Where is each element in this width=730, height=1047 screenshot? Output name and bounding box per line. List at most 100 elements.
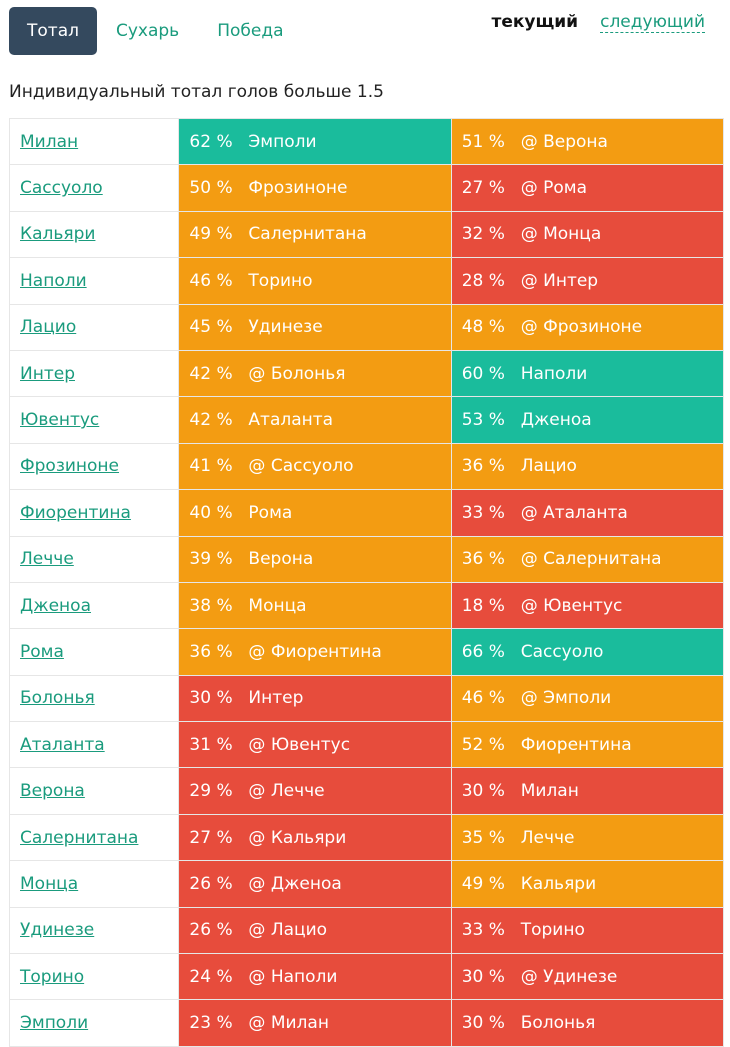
team-cell: Болонья (8, 674, 180, 723)
team-link[interactable]: Милан (20, 131, 79, 152)
current-match-cell: 41 % @ Сассуоло (178, 442, 452, 491)
probability-value: 60 % (461, 363, 505, 384)
opponent-name: @ Монца (520, 224, 602, 245)
table-row: Монца 26 % @ Дженоа 49 % Кальяри (8, 860, 725, 908)
stats-table: Милан 62 % Эмполи 51 % @ Верона Сассуоло 50 % Ф… (8, 117, 725, 1047)
team-link[interactable]: Кальяри (20, 224, 96, 245)
probability-value: 51 % (461, 131, 505, 152)
team-link[interactable]: Верона (20, 781, 85, 802)
team-link[interactable]: Сассуоло (20, 178, 103, 199)
table-row: Торино 24 % @ Наполи 30 % @ Удинезе (8, 953, 725, 1001)
next-match-cell: 30 % Милан (450, 767, 725, 815)
tab-win[interactable]: Победа (217, 21, 284, 41)
current-match-cell: 62 % Эмполи (178, 117, 452, 166)
team-cell: Дженоа (8, 581, 180, 630)
probability-value: 26 % (189, 873, 233, 894)
current-match-cell: 50 % Фрозиноне (178, 164, 452, 212)
team-cell: Рома (8, 628, 180, 676)
table-row: Милан 62 % Эмполи 51 % @ Верона (8, 117, 725, 166)
tab-clean-sheet[interactable]: Сухарь (115, 21, 180, 41)
team-cell: Салернитана (8, 813, 180, 862)
team-link[interactable]: Болонья (20, 688, 95, 709)
opponent-name: @ Кальяри (248, 827, 347, 848)
probability-value: 66 % (461, 641, 505, 662)
team-link[interactable]: Удинезе (20, 920, 95, 941)
probability-value: 36 % (461, 549, 505, 570)
team-link[interactable]: Фиорентина (20, 502, 131, 523)
opponent-name: Лацио (520, 456, 577, 477)
team-link[interactable]: Лацио (20, 317, 77, 338)
opponent-name: @ Рома (520, 178, 588, 199)
current-match-cell: 49 % Салернитана (178, 210, 452, 259)
opponent-name: @ Аталанта (520, 502, 628, 523)
probability-value: 36 % (461, 456, 505, 477)
period-current[interactable]: текущий (491, 12, 579, 32)
opponent-name: Торино (520, 920, 585, 941)
table-row: Интер 42 % @ Болонья 60 % Наполи (8, 349, 725, 398)
team-link[interactable]: Фрозиноне (20, 456, 120, 477)
opponent-name: @ Сассуоло (248, 456, 354, 477)
team-link[interactable]: Эмполи (20, 1013, 89, 1034)
team-link[interactable]: Интер (20, 363, 75, 384)
page-title: Индивидуальный тотал голов больше 1.5 (9, 82, 384, 102)
current-match-cell: 29 % @ Лечче (178, 767, 452, 815)
current-match-cell: 24 % @ Наполи (178, 953, 452, 1001)
team-link[interactable]: Торино (20, 966, 85, 987)
tab-total[interactable]: Тотал (9, 7, 97, 55)
next-match-cell: 32 % @ Монца (450, 210, 725, 259)
next-match-cell: 35 % Лечче (450, 813, 725, 862)
team-link[interactable]: Лечче (20, 549, 74, 570)
team-link[interactable]: Аталанта (20, 734, 105, 755)
probability-value: 46 % (189, 270, 233, 291)
probability-value: 48 % (461, 317, 505, 338)
team-cell: Кальяри (8, 210, 180, 259)
team-cell: Лечче (8, 535, 180, 583)
probability-value: 40 % (189, 502, 233, 523)
opponent-name: @ Эмполи (520, 688, 612, 709)
team-cell: Торино (8, 953, 180, 1001)
probability-value: 27 % (189, 827, 233, 848)
next-match-cell: 30 % @ Удинезе (450, 953, 725, 1001)
team-link[interactable]: Наполи (20, 270, 87, 291)
team-link[interactable]: Дженоа (20, 595, 91, 616)
team-cell: Эмполи (8, 999, 180, 1047)
team-link[interactable]: Рома (20, 641, 64, 662)
probability-value: 33 % (461, 920, 505, 941)
table-row: Рома 36 % @ Фиорентина 66 % Сассуоло (8, 628, 725, 676)
probability-value: 32 % (461, 224, 505, 245)
current-match-cell: 45 % Удинезе (178, 303, 452, 351)
current-match-cell: 42 % @ Болонья (178, 349, 452, 398)
probability-value: 49 % (189, 224, 233, 245)
team-cell: Милан (8, 117, 180, 166)
next-match-cell: 33 % Торино (450, 906, 725, 955)
team-cell: Ювентус (8, 396, 180, 444)
stat-tabs: Тотал Сухарь Победа (9, 7, 303, 55)
team-link[interactable]: Монца (20, 873, 79, 894)
table-row: Верона 29 % @ Лечче 30 % Милан (8, 767, 725, 815)
team-link[interactable]: Салернитана (20, 827, 139, 848)
period-next[interactable]: следующий (600, 12, 705, 33)
next-match-cell: 49 % Кальяри (450, 860, 725, 908)
team-cell: Фиорентина (8, 489, 180, 537)
probability-value: 46 % (461, 688, 505, 709)
probability-value: 62 % (189, 131, 233, 152)
next-match-cell: 60 % Наполи (450, 349, 725, 398)
opponent-name: Сассуоло (520, 641, 604, 662)
table-row: Ювентус 42 % Аталанта 53 % Дженоа (8, 396, 725, 444)
probability-value: 30 % (461, 1013, 505, 1034)
probability-value: 42 % (189, 410, 233, 431)
next-match-cell: 48 % @ Фрозиноне (450, 303, 725, 351)
current-match-cell: 42 % Аталанта (178, 396, 452, 444)
team-link[interactable]: Ювентус (20, 410, 100, 431)
probability-value: 42 % (189, 363, 233, 384)
opponent-name: @ Милан (248, 1013, 329, 1034)
probability-value: 29 % (189, 781, 233, 802)
probability-value: 33 % (461, 502, 505, 523)
team-cell: Фрозиноне (8, 442, 180, 491)
probability-value: 24 % (189, 966, 233, 987)
opponent-name: @ Дженоа (248, 873, 342, 894)
current-match-cell: 26 % @ Дженоа (178, 860, 452, 908)
next-match-cell: 18 % @ Ювентус (450, 581, 725, 630)
next-match-cell: 52 % Фиорентина (450, 721, 725, 769)
opponent-name: Интер (248, 688, 304, 709)
